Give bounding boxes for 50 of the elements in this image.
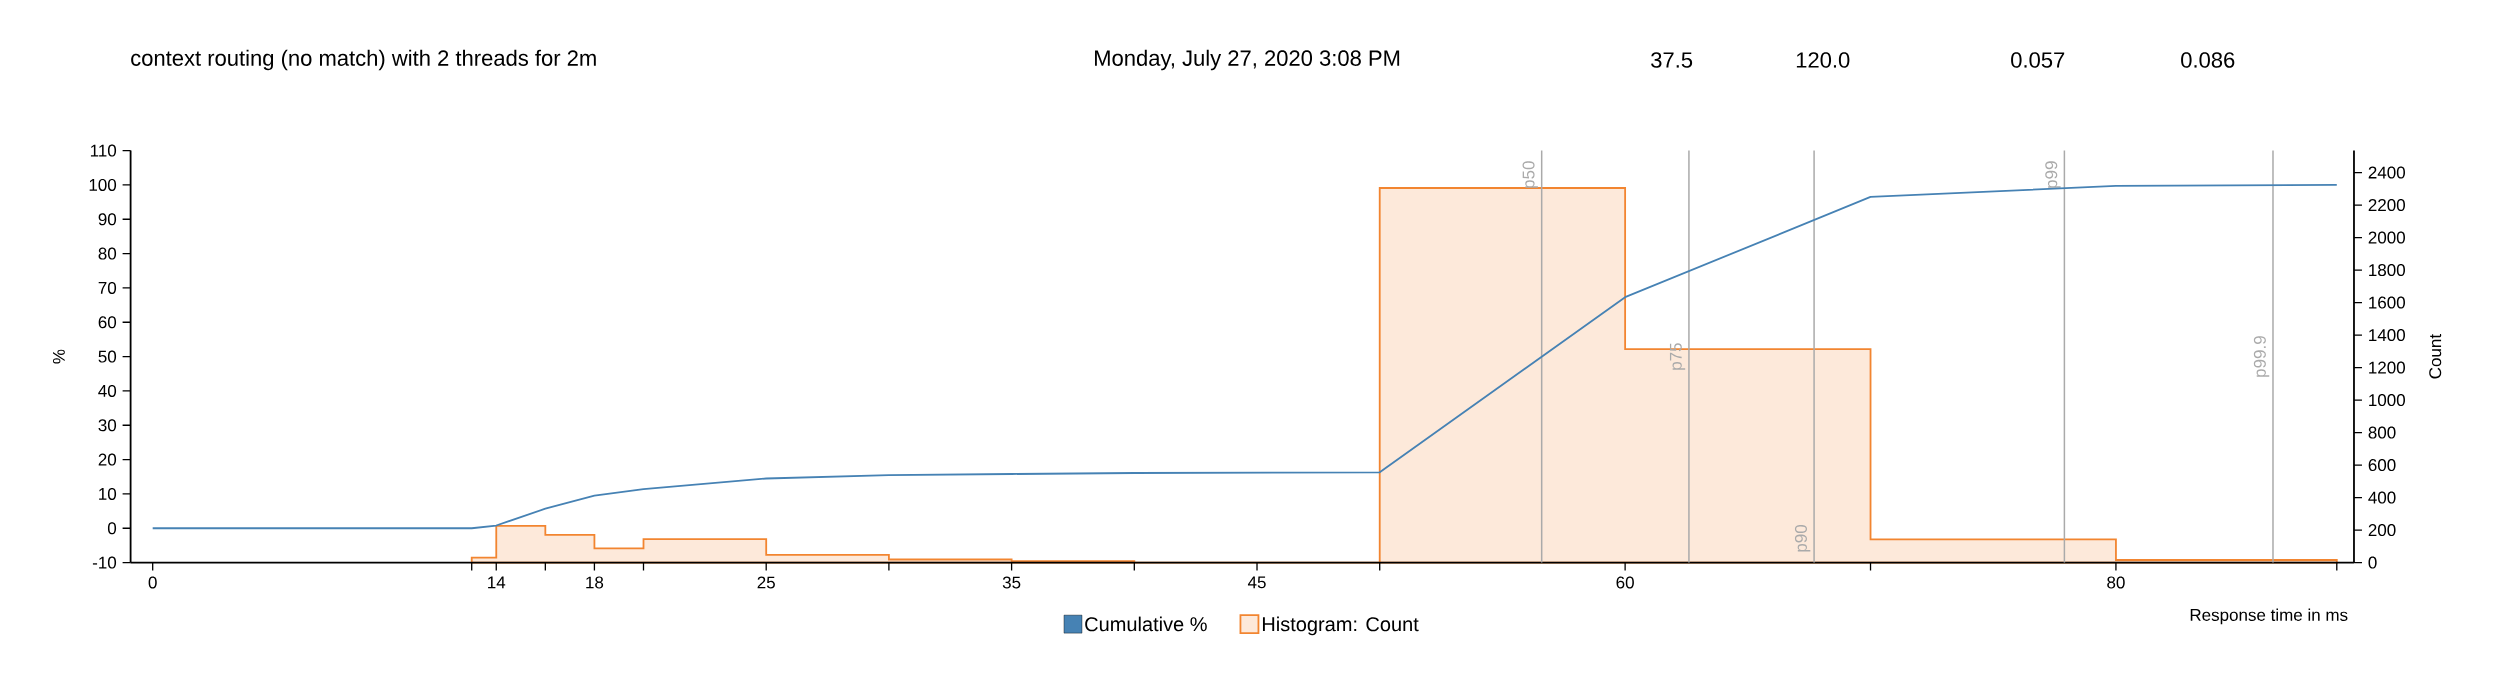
y-tick-label: 100 [89,178,117,191]
y-tick-label: 10 [99,487,117,500]
y-tick-label: -10 [92,556,117,569]
y-tick-label: 20 [98,453,117,466]
y2-tick-label: 800 [2368,426,2396,439]
text: 0.057 [2011,52,2065,68]
y-tick-label: 60 [98,316,117,329]
x-tick-label: 25 [757,576,775,589]
y-tick-label: 90 [98,213,117,226]
y2-tick-label: 2200 [2368,199,2405,212]
text: context routing (no match) with 2 threads for 2m [131,49,596,71]
y2-tick-label: 1800 [2369,264,2405,277]
y-tick-label: 50 [98,350,117,363]
text: 37.5 [1651,52,1693,68]
ref-line-label: p50 [1522,161,1538,188]
legend-label: Cumulative % [1085,616,1207,632]
ref-line-label: p99.9 [2253,336,2270,377]
legend-label: Histogram: Count [1262,616,1419,636]
ref-line-label: p90 [1794,524,1811,552]
y2-tick-label: 600 [2368,459,2396,472]
y2-tick-label: 1600 [2369,296,2405,309]
y2-tick-label: 1200 [2369,361,2405,374]
x-axis-title: Response time in ms [2190,608,2348,625]
y2-tick-label: 200 [2368,524,2396,537]
text: 0.086 [2181,52,2235,68]
y-tick-label: 0 [107,522,117,535]
y-tick-label: 30 [98,419,117,432]
y2-tick-label: 1400 [2369,329,2405,342]
text: Monday, July 27, 2020 3:08 PM [1095,49,1400,71]
y2-tick-label: 400 [2368,491,2396,504]
y-axis-title: % [52,349,65,364]
y-tick-label: 70 [98,281,117,294]
y-tick-label: 40 [98,384,117,397]
x-tick-label: 14 [488,576,506,589]
x-tick-label: 18 [586,576,604,589]
x-tick-label: 35 [1002,576,1021,589]
y2-axis-title: Count [2429,334,2442,379]
y-tick-label: 80 [98,247,117,260]
y-tick-label: 110 [90,144,117,157]
ref-line-label: p99 [2045,161,2061,188]
x-tick-label: 80 [2107,576,2125,589]
y2-tick-label: 0 [2368,556,2377,569]
y2-tick-label: 2400 [2368,166,2405,179]
ref-line-label: p75 [1669,343,1686,370]
x-tick-label: 0 [148,576,157,589]
y2-tick-label: 2000 [2368,231,2405,244]
x-tick-label: 45 [1247,576,1266,589]
y2-tick-label: 1000 [2369,394,2405,407]
text: 120.0 [1796,52,1850,68]
x-tick-label: 60 [1616,576,1634,589]
